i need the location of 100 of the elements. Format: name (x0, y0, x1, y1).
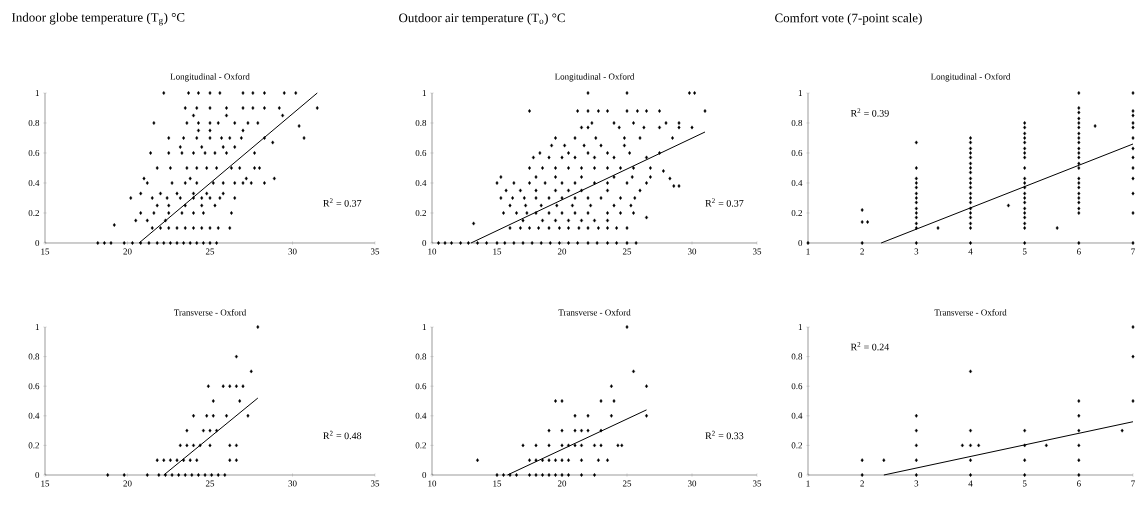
point (609, 384, 613, 389)
y-tick-label: 1 (798, 324, 802, 330)
y-tick-label: 0.2 (791, 209, 802, 217)
point (554, 473, 557, 477)
point (567, 473, 570, 477)
chart-subtitle: Longitudinal - Oxford (554, 73, 635, 82)
point (170, 473, 174, 477)
x-tick-label: 25 (622, 480, 632, 487)
point (567, 443, 570, 448)
point (256, 325, 260, 329)
point (914, 443, 918, 448)
point (586, 428, 590, 433)
point (554, 399, 557, 403)
point (195, 458, 199, 463)
point (208, 428, 212, 433)
x-tick-label: 2 (860, 480, 864, 487)
point (554, 458, 557, 463)
point (1077, 473, 1081, 477)
y-tick-label: 0 (35, 471, 40, 479)
point (238, 399, 242, 403)
y-tick-label: 0 (798, 471, 803, 479)
point (178, 443, 182, 448)
x-tick-label: 30 (687, 480, 697, 487)
point (196, 473, 200, 477)
point (175, 458, 179, 463)
point (508, 473, 512, 477)
x-tick-label: 15 (493, 480, 502, 487)
point (206, 384, 210, 389)
annotation: R$^{2}$ = 0.33 (705, 430, 744, 440)
chart-title: Transverse - Oxford (934, 309, 1007, 316)
point (580, 473, 583, 477)
y-tick-label: 0.6 (791, 149, 803, 157)
point (547, 428, 551, 433)
point (969, 369, 972, 374)
point (190, 473, 194, 477)
point (645, 384, 648, 389)
x-tick-label: 6 (1076, 248, 1081, 255)
x-tick-label: 10 (428, 480, 437, 487)
point (234, 354, 238, 359)
point (225, 413, 228, 418)
point (162, 458, 166, 463)
point (547, 443, 551, 448)
point (977, 443, 981, 448)
y-tick-label: 0.8 (791, 119, 803, 127)
point (210, 473, 214, 477)
point (969, 428, 972, 433)
point (567, 458, 570, 463)
y-tick-label: 0 (35, 239, 40, 247)
annotation: R$^{2}$ = 0.24 (850, 342, 890, 351)
y-tick-label: 0.4 (791, 179, 803, 187)
annotation: R$^{2}$ = 0.37 (323, 198, 362, 207)
point (1077, 458, 1081, 463)
x-tick-label: 5 (1022, 480, 1027, 487)
y-tick-label: 1 (422, 324, 426, 330)
x-tick-label: 20 (123, 248, 132, 255)
point (1077, 413, 1081, 418)
y-tick-label: 0.4 (28, 179, 40, 187)
point (580, 443, 583, 448)
point (1023, 443, 1027, 448)
x-tick-label: 35 (752, 480, 762, 487)
point (882, 458, 886, 463)
chart-title: Indoor globe temperature (T$_{g}$) °C (11, 12, 185, 26)
point (534, 473, 538, 477)
x-tick-label: 20 (557, 248, 567, 255)
x-tick-label: 6 (1076, 480, 1081, 487)
point (547, 458, 551, 463)
point (192, 413, 195, 418)
point (205, 413, 209, 418)
annotation: R$^{2}$ = 0.39 (850, 108, 889, 117)
point (914, 458, 918, 463)
x-tick-label: 3 (914, 248, 919, 255)
point (234, 443, 238, 448)
point (234, 384, 238, 389)
x-tick-label: 35 (370, 248, 380, 255)
x-tick-label: 4 (968, 248, 973, 255)
chart-title: Transverse - Oxford (558, 309, 631, 316)
point (188, 458, 192, 463)
point (606, 458, 609, 463)
point (914, 473, 918, 477)
point (593, 473, 596, 477)
y-tick-label: 0.2 (28, 442, 39, 449)
point (969, 443, 972, 448)
y-tick-label: 0.6 (28, 149, 40, 157)
point (211, 399, 215, 403)
point (211, 413, 215, 418)
x-tick-label: 15 (41, 480, 50, 487)
point (201, 428, 205, 433)
point (528, 473, 531, 477)
point (645, 413, 648, 418)
point (1023, 428, 1027, 433)
point (234, 458, 238, 463)
point (228, 384, 232, 389)
y-tick-label: 0.8 (28, 119, 40, 127)
point (593, 443, 596, 448)
point (198, 443, 202, 448)
point (960, 443, 964, 448)
y-tick-label: 0.8 (28, 353, 40, 360)
point (223, 473, 227, 477)
point (122, 473, 126, 477)
point (560, 399, 564, 403)
